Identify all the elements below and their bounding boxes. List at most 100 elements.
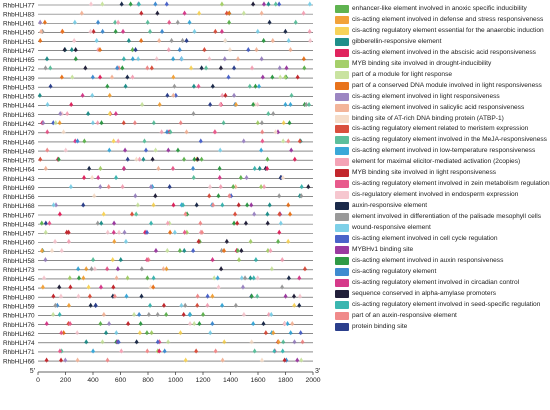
element-marker-base <box>174 96 178 98</box>
element-marker <box>66 238 72 243</box>
gene-label: RhbHLH72 <box>3 66 35 73</box>
element-marker <box>287 120 292 124</box>
element-marker <box>283 293 288 298</box>
element-marker-base <box>40 224 44 226</box>
element-marker-base <box>139 324 143 327</box>
element-marker-base <box>260 141 265 144</box>
element-marker-base <box>262 41 266 44</box>
element-marker-base <box>67 242 71 244</box>
element-marker-base <box>288 214 292 217</box>
element-marker <box>226 74 231 79</box>
gene-label: RhbHLH83 <box>3 11 35 18</box>
element-marker <box>249 293 254 298</box>
element-marker-base <box>212 278 216 281</box>
element-marker-base <box>112 224 116 226</box>
element-marker-base <box>210 297 215 299</box>
element-marker-base <box>255 105 260 108</box>
element-marker <box>191 174 196 179</box>
element-marker <box>205 293 210 298</box>
element-marker <box>267 19 272 24</box>
element-marker-base <box>276 342 281 345</box>
element-marker <box>94 37 99 42</box>
element-marker-base <box>140 105 144 108</box>
element-marker <box>308 37 313 42</box>
element-marker-base <box>252 278 256 281</box>
element-marker-base <box>220 5 224 7</box>
element-marker <box>233 302 239 307</box>
element-marker <box>230 184 236 188</box>
element-marker <box>120 184 125 188</box>
element-marker <box>164 266 169 270</box>
element-marker-base <box>91 32 96 34</box>
legend-item: part of a conserved DNA module involved … <box>335 80 550 91</box>
element-marker <box>239 247 244 252</box>
element-marker <box>302 65 307 69</box>
element-marker-base <box>253 351 257 354</box>
element-marker-base <box>284 68 289 71</box>
legend-label: MYBHv1 binding site <box>352 245 414 253</box>
element-marker <box>188 65 194 69</box>
element-marker-base <box>106 233 110 235</box>
element-marker <box>271 330 276 334</box>
element-marker <box>57 284 62 289</box>
element-marker <box>264 165 270 170</box>
element-marker <box>177 247 183 252</box>
element-marker-base <box>126 160 130 162</box>
element-marker <box>81 174 87 179</box>
element-marker <box>115 266 121 270</box>
element-marker-base <box>219 68 223 71</box>
legend-swatch <box>335 169 349 178</box>
element-marker <box>136 311 142 316</box>
gene-label: RhbHLH53 <box>3 84 35 91</box>
element-marker <box>255 120 260 124</box>
element-marker-base <box>257 87 261 89</box>
element-marker-base <box>221 123 226 126</box>
element-marker-base <box>250 342 254 345</box>
element-marker-base <box>144 151 148 153</box>
element-marker-base <box>200 68 204 71</box>
element-marker <box>297 275 302 279</box>
element-marker <box>125 74 130 79</box>
legend-item: cis-acting regulatory element involved i… <box>335 178 550 189</box>
legend-item: binding site of AT-rich DNA binding prot… <box>335 113 550 124</box>
element-marker-base <box>99 288 103 290</box>
element-marker <box>178 330 183 334</box>
element-marker-base <box>251 324 255 327</box>
element-marker-base <box>153 5 157 7</box>
element-marker-base <box>50 251 54 254</box>
element-marker-base <box>84 269 88 272</box>
element-marker-base <box>271 114 275 117</box>
element-marker <box>180 37 185 42</box>
element-marker-base <box>221 361 225 363</box>
element-marker <box>90 257 96 261</box>
element-marker <box>43 257 48 261</box>
legend-item: wound-responsive element <box>335 222 550 233</box>
element-marker-base <box>114 278 119 281</box>
element-marker <box>104 266 110 270</box>
element-marker <box>292 339 297 343</box>
element-marker <box>259 56 264 60</box>
element-marker-base <box>145 233 149 235</box>
element-marker-base <box>200 233 204 235</box>
element-marker-base <box>232 96 236 98</box>
legend-label: cis-acting regulatory element involved i… <box>352 136 547 144</box>
element-marker <box>207 193 212 197</box>
element-marker <box>290 320 295 325</box>
element-marker-base <box>265 214 270 217</box>
element-marker-base <box>283 361 287 363</box>
gene-label: RhbHLH45 <box>3 276 35 283</box>
legend-swatch <box>335 48 349 57</box>
element-marker <box>141 156 146 161</box>
element-marker-base <box>280 288 284 290</box>
gene-label: RhbHLH42 <box>3 121 35 128</box>
legend-item: cis-acting element involved in salicylic… <box>335 102 550 113</box>
element-marker-base <box>44 169 48 171</box>
element-marker <box>169 37 174 42</box>
element-marker-base <box>94 306 98 308</box>
element-marker-base <box>236 59 240 62</box>
element-marker-base <box>88 297 92 299</box>
element-marker <box>179 56 184 60</box>
element-marker <box>154 56 159 60</box>
element-marker-base <box>168 132 173 135</box>
element-marker-base <box>166 342 170 345</box>
